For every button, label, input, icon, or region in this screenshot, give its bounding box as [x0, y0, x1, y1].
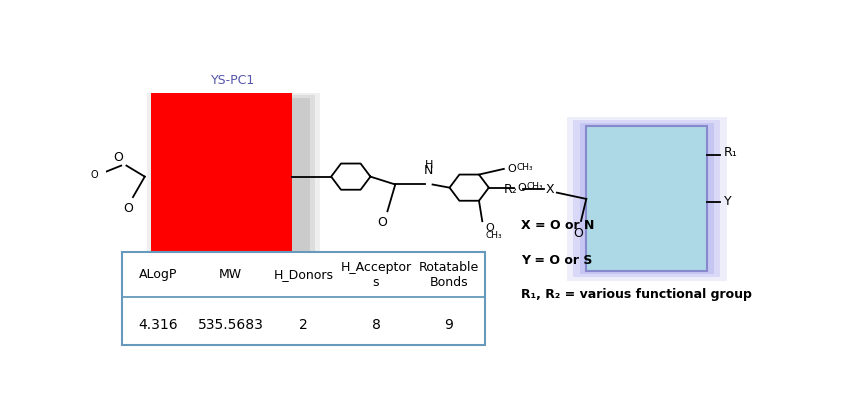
Text: O: O: [114, 151, 123, 164]
Text: O: O: [122, 202, 133, 215]
Bar: [587, 126, 707, 271]
Bar: [580, 123, 714, 274]
Text: R₂: R₂: [504, 183, 518, 196]
Text: 535.5683: 535.5683: [197, 318, 263, 332]
Text: Y = O or S: Y = O or S: [521, 254, 592, 267]
Text: O: O: [507, 164, 516, 174]
Text: MW: MW: [219, 268, 242, 281]
Text: 9: 9: [444, 318, 453, 332]
Text: CH₃: CH₃: [485, 231, 502, 240]
Text: H_Acceptor
s: H_Acceptor s: [340, 261, 412, 288]
Text: ALogP: ALogP: [139, 268, 177, 281]
Text: O: O: [517, 183, 526, 193]
Text: CH₃: CH₃: [527, 182, 544, 191]
Bar: [151, 93, 292, 270]
Text: N: N: [424, 164, 433, 177]
Bar: [122, 252, 485, 345]
Text: O: O: [377, 216, 387, 229]
Text: Rotatable
Bonds: Rotatable Bonds: [419, 261, 479, 288]
Text: H_Donors: H_Donors: [273, 268, 333, 281]
Text: O: O: [90, 170, 98, 180]
Bar: [566, 117, 727, 281]
Text: CH₃: CH₃: [517, 163, 533, 172]
Text: 4.316: 4.316: [138, 318, 178, 332]
Text: YS-PC1: YS-PC1: [211, 74, 255, 87]
Bar: [573, 120, 720, 277]
Bar: [151, 95, 316, 283]
Text: O: O: [573, 227, 582, 240]
Text: H: H: [425, 160, 433, 170]
Text: X: X: [546, 183, 555, 196]
Text: X = O or N: X = O or N: [521, 219, 594, 232]
Text: R₁, R₂ = various functional group: R₁, R₂ = various functional group: [521, 288, 752, 301]
Text: 2: 2: [299, 318, 308, 332]
Bar: [147, 93, 320, 285]
Text: R₁: R₁: [723, 146, 738, 159]
Text: 8: 8: [371, 318, 381, 332]
Text: O: O: [485, 223, 495, 233]
Text: Y: Y: [723, 195, 731, 208]
Bar: [156, 98, 311, 281]
